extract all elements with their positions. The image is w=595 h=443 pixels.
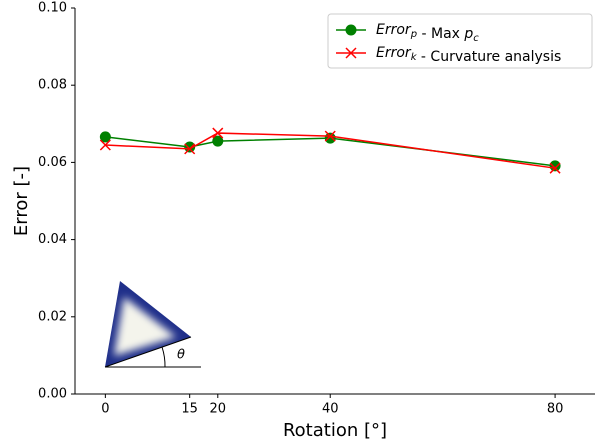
x-tick-label: 20: [210, 402, 227, 417]
y-tick-label: 0.04: [38, 232, 67, 247]
legend-marker: [345, 24, 357, 36]
y-tick-label: 0.10: [38, 1, 67, 16]
x-tick-label: 0: [101, 402, 109, 417]
y-tick-label: 0.02: [38, 309, 67, 324]
legend-label: Errorp - Max pc: [376, 22, 479, 44]
y-tick-label: 0.06: [38, 155, 67, 170]
inset-icon: θ: [104, 281, 201, 368]
legend-marker: [345, 47, 357, 59]
x-axis-label: Rotation [°]: [283, 420, 387, 441]
point: [549, 160, 561, 172]
y-axis-label: Error [-]: [11, 166, 32, 236]
point: [99, 131, 111, 143]
y-tick-label: 0.00: [38, 387, 67, 402]
point: [212, 135, 224, 147]
legend-box: [327, 13, 593, 69]
point: [99, 139, 111, 151]
point: [324, 132, 336, 144]
point: [549, 162, 561, 174]
x-tick-label: 80: [547, 402, 564, 417]
point: [324, 130, 336, 142]
y-tick-label: 0.08: [38, 78, 67, 93]
x-tick-label: 15: [181, 402, 198, 417]
inset-label: θ: [177, 348, 185, 363]
legend-label: Errork - Curvature analysis: [376, 45, 561, 65]
point: [212, 127, 224, 139]
point: [184, 141, 196, 153]
x-tick-label: 40: [322, 402, 339, 417]
point: [184, 143, 196, 155]
